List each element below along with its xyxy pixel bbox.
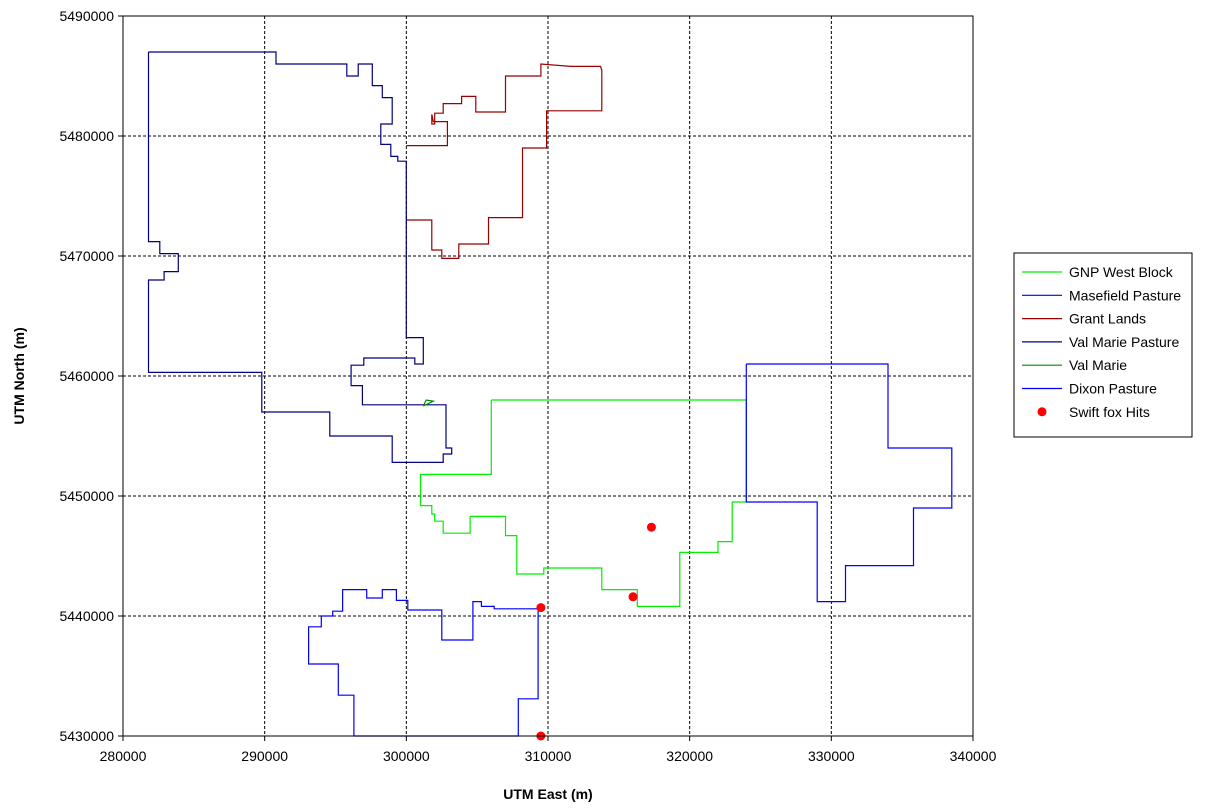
series-layer [147, 51, 953, 741]
grid-lines [123, 16, 973, 736]
y-tick-label: 5470000 [59, 248, 114, 264]
y-axis-title: UTM North (m) [11, 327, 27, 424]
legend-label-masefield-pasture: Masefield Pasture [1069, 287, 1181, 303]
x-tick-label: 280000 [100, 748, 147, 764]
y-tick-label: 5450000 [59, 488, 114, 504]
series-line-val-marie [422, 399, 436, 407]
series-line-grant-lands [406, 63, 603, 259]
series-line-dixon-pasture [308, 588, 539, 737]
x-tick-label: 340000 [950, 748, 997, 764]
data-point-swift-fox-hits [646, 522, 656, 532]
legend-label-gnp-west-block: GNP West Block [1069, 264, 1174, 280]
series-line-val-marie-pasture [147, 51, 453, 463]
legend-swatch-swift-fox-hits [1037, 407, 1047, 417]
legend: GNP West Block Masefield Pasture Grant Lan… [1013, 252, 1193, 438]
y-tick-label: 5430000 [59, 728, 114, 744]
y-tick-label: 5460000 [59, 368, 114, 384]
tick-labels: 280000 290000 300000 310000 320000 330000 3400… [59, 8, 996, 764]
x-tick-label: 300000 [383, 748, 430, 764]
data-point-swift-fox-hits [628, 592, 638, 602]
legend-box [1013, 252, 1193, 438]
y-tick-label: 5480000 [59, 128, 114, 144]
data-point-swift-fox-hits [536, 603, 546, 613]
x-tick-label: 290000 [241, 748, 288, 764]
legend-label-val-marie-pasture: Val Marie Pasture [1069, 334, 1179, 350]
legend-label-grant-lands: Grant Lands [1069, 311, 1146, 327]
x-tick-label: 320000 [666, 748, 713, 764]
series-line-gnp-west-block [419, 399, 747, 608]
legend-label-swift-fox-hits: Swift fox Hits [1069, 404, 1150, 420]
y-tick-label: 5440000 [59, 608, 114, 624]
legend-label-val-marie: Val Marie [1069, 357, 1127, 373]
x-tick-label: 330000 [808, 748, 855, 764]
legend-label-dixon-pasture: Dixon Pasture [1069, 381, 1157, 397]
y-tick-label: 5490000 [59, 8, 114, 24]
x-axis-title: UTM East (m) [503, 786, 592, 802]
x-tick-label: 310000 [525, 748, 572, 764]
series-line-masefield-pasture [745, 363, 953, 603]
